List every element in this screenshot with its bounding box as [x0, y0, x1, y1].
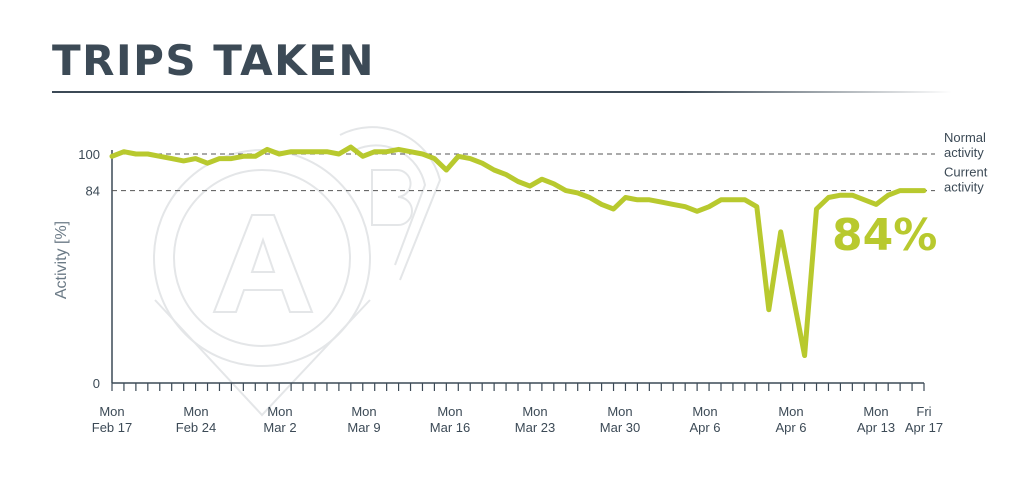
x-tick-label-day: Fri: [916, 404, 931, 419]
x-tick-label-date: Mar 16: [430, 420, 470, 435]
reference-line-label: activity: [944, 180, 984, 195]
x-tick-label-date: Mar 2: [263, 420, 296, 435]
x-tick-label-day: Mon: [522, 404, 547, 419]
x-tick-label-day: Mon: [863, 404, 888, 419]
watermark-logo-icon: [153, 126, 442, 417]
x-tick-label-date: Apr 13: [857, 420, 895, 435]
title-underline: [52, 91, 952, 93]
reference-line-label: Current: [944, 165, 988, 180]
y-tick-labels: 0 84 100: [78, 147, 100, 391]
y-tick-label: 0: [93, 376, 100, 391]
x-tick-label-day: Mon: [267, 404, 292, 419]
x-tick-label-day: Mon: [692, 404, 717, 419]
x-tick-label-date: Feb 24: [176, 420, 216, 435]
x-tick-marks: [111, 383, 925, 391]
x-tick-label-date: Apr 6: [689, 420, 720, 435]
chart-title: TRIPS TAKEN: [52, 36, 376, 85]
reference-line-label: Normal: [944, 130, 986, 145]
series-points: [110, 145, 926, 357]
y-tick-label: 100: [78, 147, 100, 162]
x-tick-label-day: Mon: [778, 404, 803, 419]
x-tick-label-day: Mon: [437, 404, 462, 419]
current-value-annotation: 84%: [832, 210, 937, 261]
x-tick-label-date: Mar 30: [600, 420, 640, 435]
x-tick-label-date: Apr 6: [775, 420, 806, 435]
x-tick-label-day: Mon: [183, 404, 208, 419]
x-tick-label-day: Mon: [351, 404, 376, 419]
x-tick-label-day: Mon: [607, 404, 632, 419]
reference-line-label: activity: [944, 145, 984, 160]
y-axis-label: Activity [%]: [53, 221, 70, 299]
y-tick-label: 84: [86, 184, 100, 199]
x-tick-label-date: Feb 17: [92, 420, 132, 435]
x-tick-label-date: Mar 9: [347, 420, 380, 435]
x-tick-label-date: Mar 23: [515, 420, 555, 435]
x-tick-label-day: Mon: [99, 404, 124, 419]
x-tick-label-date: Apr 17: [905, 420, 943, 435]
series-line-trips: [109, 144, 927, 358]
